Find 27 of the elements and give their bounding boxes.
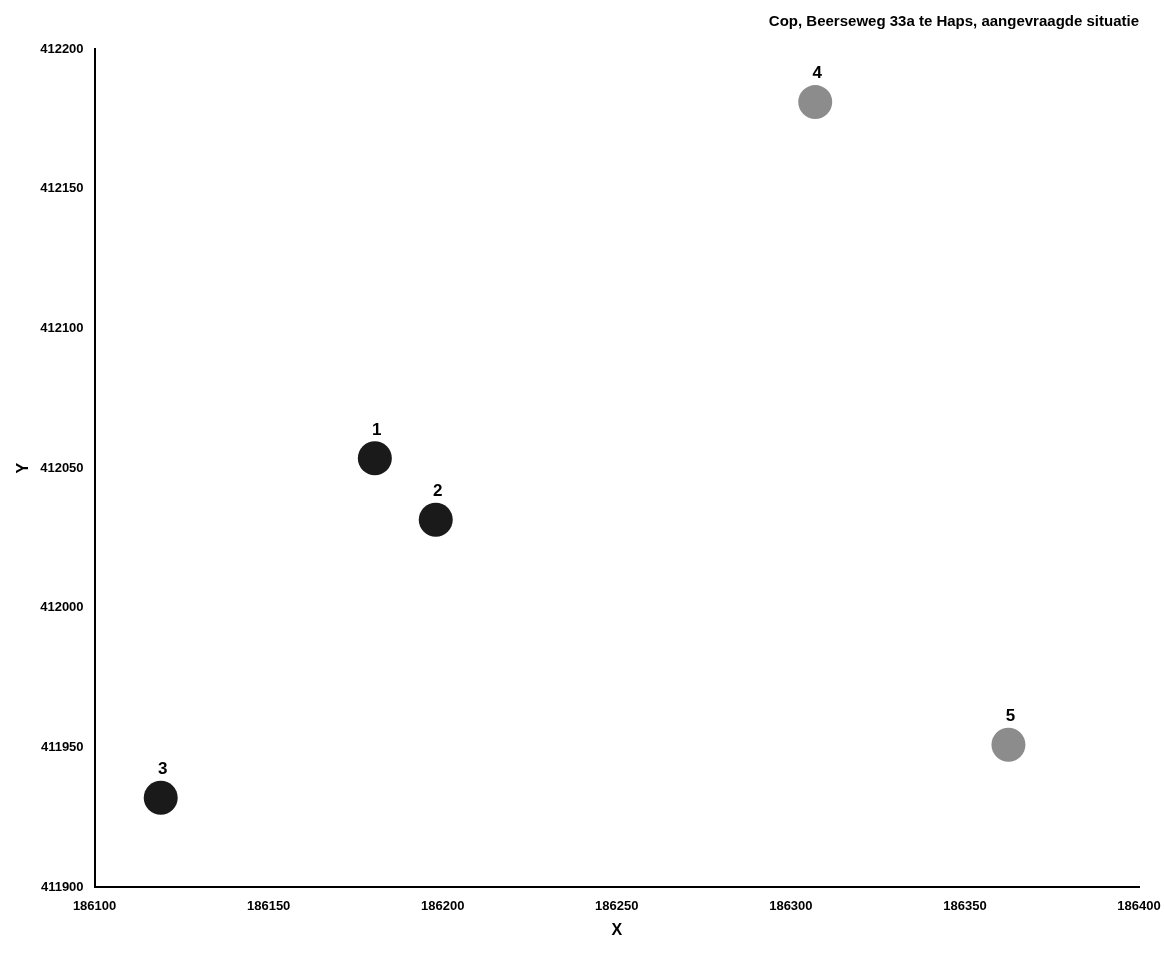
x-tick-label: 186100 [72,897,117,913]
x-axis-title: X [611,920,623,938]
annotation: 3 [157,758,168,778]
x-tick-label: 186250 [595,897,639,913]
x-tick-label: 186200 [421,897,465,913]
annotation: 5 [1005,705,1016,725]
point [418,502,453,537]
x-tick-label: 186350 [943,897,987,913]
point [798,85,833,120]
x-tick-label: 186400 [1117,897,1161,913]
annotation: 1 [372,419,382,439]
y-tick-label: 412200 [40,40,84,56]
y-tick-label: 412150 [40,180,84,196]
y-tick-label: 412050 [40,459,84,475]
point [991,727,1026,762]
annotation: 4 [812,63,823,83]
y-tick-label: 412100 [40,319,84,335]
annotation: 2 [433,480,443,500]
x-tick-label: 186150 [246,897,291,913]
y-tick-label: 412000 [40,599,84,615]
y-axis-title: Y [14,462,32,474]
point [143,780,178,815]
x-tick-label: 186300 [769,897,813,913]
y-tick-label: 411950 [40,739,84,755]
y-tick-label: 411900 [40,878,84,894]
chart-title: Cop, Beerseweg 33a te Haps, aangevraagde situatie [768,12,1139,30]
point [357,441,392,476]
